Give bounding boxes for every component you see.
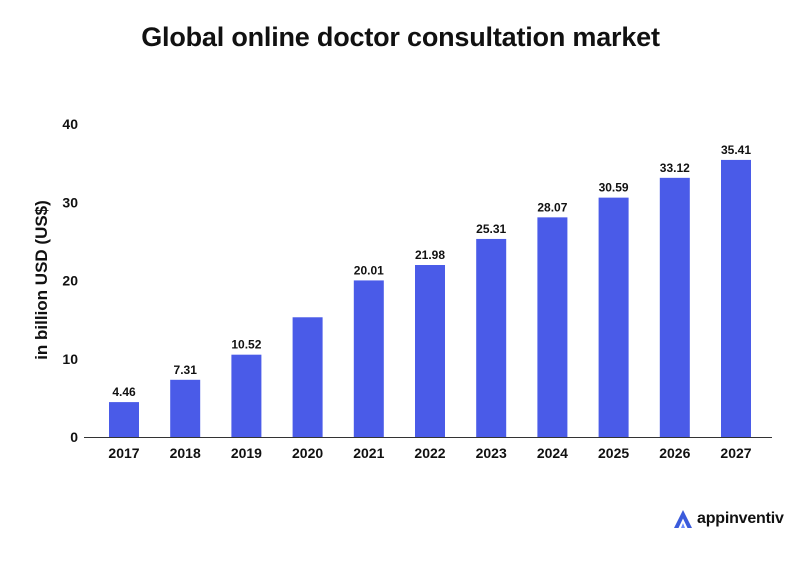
data-label-2027: 35.41 xyxy=(721,143,751,157)
data-label-2019: 10.52 xyxy=(231,338,261,352)
x-tick-label-2017: 2017 xyxy=(108,445,139,461)
y-ticks: 0 10 20 30 40 xyxy=(62,116,78,445)
bar-2020 xyxy=(292,317,323,437)
y-tick-label: 0 xyxy=(70,429,78,445)
bar-2026 xyxy=(659,177,690,437)
x-ticks: 2017 2018 2019 2020 2021 2022 2023 2024 2025 2026… xyxy=(108,445,751,461)
data-label-2023: 25.31 xyxy=(476,222,506,236)
x-tick-label-2024: 2024 xyxy=(537,445,568,461)
data-labels: 4.46 7.31 10.52 20.01 21.98 25.31 28.07 30.59 33… xyxy=(112,143,751,399)
y-tick-label: 10 xyxy=(62,351,78,367)
x-tick-label-2020: 2020 xyxy=(292,445,323,461)
appinventiv-logo-icon xyxy=(674,510,692,528)
bars xyxy=(109,159,751,437)
x-tick-label-2019: 2019 xyxy=(231,445,262,461)
y-tick-label: 30 xyxy=(62,194,78,210)
x-tick-label-2018: 2018 xyxy=(170,445,201,461)
bar-2021 xyxy=(353,280,384,437)
brand-name: appinventiv xyxy=(697,510,784,527)
x-tick-label-2025: 2025 xyxy=(598,445,629,461)
bar-2018 xyxy=(170,379,201,437)
chart-title: Global online doctor consultation market xyxy=(141,22,660,52)
bar-2023 xyxy=(476,238,507,437)
data-label-2025: 30.59 xyxy=(599,181,629,195)
data-label-2026: 33.12 xyxy=(660,161,690,175)
bar-2022 xyxy=(415,265,445,437)
data-label-2022: 21.98 xyxy=(415,248,445,262)
data-label-2017: 4.46 xyxy=(112,385,136,399)
brand-logo: appinventiv xyxy=(672,508,784,530)
bar-2025 xyxy=(598,197,629,437)
data-label-2024: 28.07 xyxy=(537,200,567,214)
x-tick-label-2026: 2026 xyxy=(659,445,690,461)
x-tick-label-2023: 2023 xyxy=(476,445,507,461)
x-tick-label-2027: 2027 xyxy=(720,445,751,461)
bar-2027 xyxy=(721,159,751,437)
y-tick-label: 40 xyxy=(62,116,78,132)
x-tick-label-2021: 2021 xyxy=(353,445,384,461)
bar-2019 xyxy=(231,354,262,437)
data-label-2018: 7.31 xyxy=(174,363,198,377)
bar-2017 xyxy=(109,402,139,437)
bar-2024 xyxy=(537,217,568,437)
x-tick-label-2022: 2022 xyxy=(414,445,445,461)
y-tick-label: 20 xyxy=(62,273,78,289)
data-label-2021: 20.01 xyxy=(354,263,384,277)
